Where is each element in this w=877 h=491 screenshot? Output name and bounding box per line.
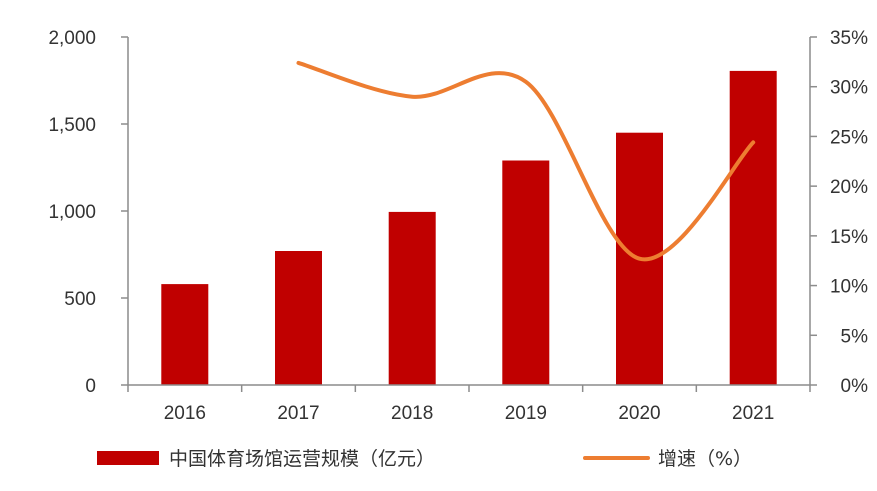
axes-layer: 0 500 1,000 1,500 2,000 0% 5% 10% 15% 20% 25% 30% 35… — [48, 28, 868, 424]
y-left-tick-label: 1,000 — [48, 202, 96, 223]
legend: 中国体育场馆运营规模（亿元） 增速（%） — [97, 448, 752, 470]
y-left-tick-label: 1,500 — [48, 115, 96, 136]
line-layer — [296, 60, 756, 262]
bar-2021 — [729, 70, 777, 386]
y-right-tick-label: 30% — [830, 78, 868, 99]
y-right-tick-label: 0% — [841, 376, 869, 397]
y-right-tick-label: 5% — [841, 326, 869, 347]
y-right-tick-label: 20% — [830, 177, 868, 198]
bar-2018 — [388, 211, 436, 385]
bars-layer — [161, 70, 777, 386]
y-left-tick-label: 2,000 — [48, 28, 96, 49]
legend-bar-swatch — [97, 451, 159, 465]
legend-bar-label: 中国体育场馆运营规模（亿元） — [169, 448, 435, 470]
growth-rate-line — [296, 60, 756, 262]
x-tick-label: 2021 — [732, 403, 774, 424]
x-tick-label: 2016 — [164, 403, 206, 424]
y-right-tick-label: 25% — [830, 127, 868, 148]
x-tick-label: 2019 — [505, 403, 547, 424]
bar-2019 — [502, 160, 550, 385]
x-tick-label: 2020 — [618, 403, 660, 424]
y-right-tick-label: 15% — [830, 227, 868, 248]
y-right-tick-label: 10% — [830, 277, 868, 298]
legend-line-label: 增速（%） — [658, 448, 752, 470]
bar-2016 — [161, 284, 209, 385]
x-tick-label: 2017 — [277, 403, 319, 424]
y-left-tick-label: 500 — [64, 289, 96, 310]
x-tick-label: 2018 — [391, 403, 433, 424]
y-left-tick-label: 0 — [85, 376, 96, 397]
bar-2017 — [275, 251, 322, 385]
y-right-tick-label: 35% — [830, 28, 868, 49]
